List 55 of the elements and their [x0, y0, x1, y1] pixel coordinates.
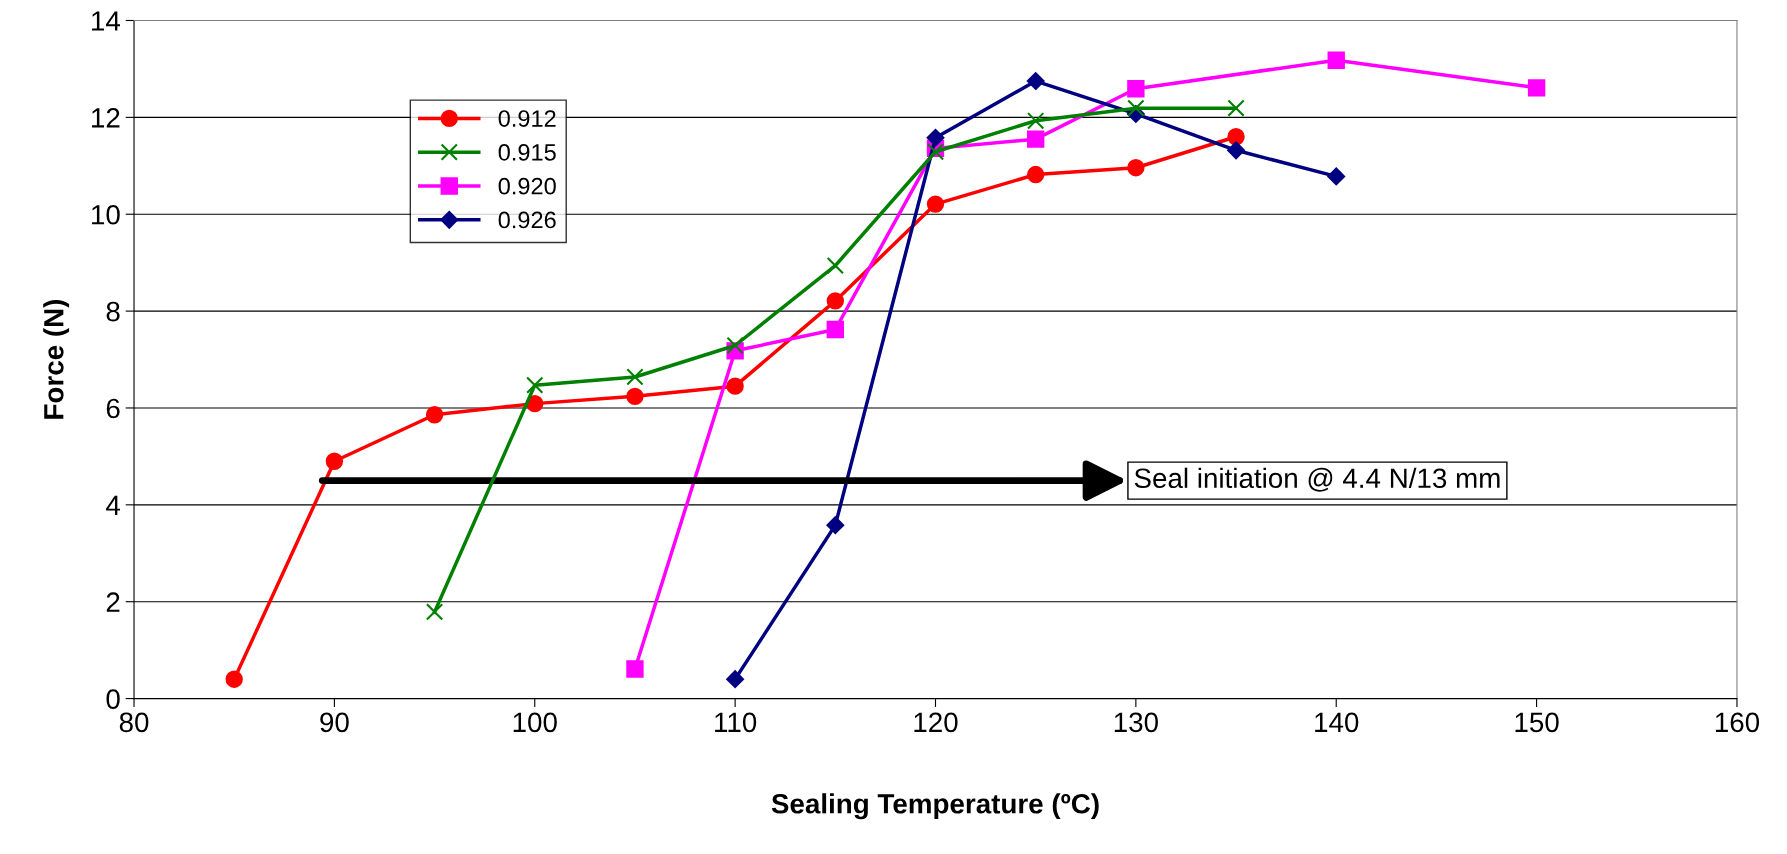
point: [726, 670, 745, 689]
y-tick-label: 6: [106, 398, 120, 419]
y-tick-label: 14: [92, 11, 121, 31]
point: [926, 195, 945, 213]
x-tick-label: 140: [1315, 712, 1359, 733]
point: [1227, 141, 1245, 160]
y-tick-label: 12: [92, 108, 120, 128]
y-tick-label: 4: [106, 495, 121, 515]
x-tick-label: 150: [1515, 712, 1559, 733]
point: [826, 516, 845, 535]
point: [225, 670, 243, 688]
x-axis-title: Sealing Temperature (ºC): [771, 793, 1099, 820]
point: [826, 256, 844, 275]
point: [926, 128, 945, 147]
x-tick-label: 160: [1715, 712, 1760, 733]
point: [425, 603, 444, 621]
point: [425, 406, 444, 424]
point: [1127, 80, 1145, 98]
y-axis-title: Force (N): [43, 299, 70, 419]
x-tick-label: 90: [320, 712, 349, 733]
point: [826, 320, 844, 339]
point: [1527, 79, 1546, 97]
annotation: Seal initiation @ 4.4 N/13 mm: [1134, 467, 1500, 492]
legend-label: 0.915: [498, 143, 556, 161]
point: [926, 143, 945, 161]
point: [726, 377, 744, 395]
x-tick-label: 100: [513, 712, 557, 733]
point: [1327, 167, 1346, 186]
point: [1327, 51, 1345, 69]
y-tick-label: 8: [106, 301, 120, 322]
point: [726, 336, 744, 355]
x-tick-label: 110: [715, 712, 757, 733]
point: [1027, 165, 1045, 184]
legend-label: 0.926: [498, 211, 556, 229]
x-tick-label: 80: [119, 712, 149, 733]
point: [626, 660, 644, 678]
y-tick-label: 2: [106, 592, 120, 612]
point: [1127, 99, 1145, 117]
point: [826, 292, 844, 310]
point: [1026, 72, 1045, 90]
point: [1227, 99, 1245, 117]
point: [1127, 159, 1145, 177]
point: [1027, 112, 1045, 130]
y-tick-label: 0: [106, 689, 120, 709]
y-tick-label: 10: [92, 204, 120, 225]
point: [1027, 130, 1045, 148]
point: [1227, 128, 1245, 146]
point: [325, 452, 344, 470]
x-tick-label: 130: [1114, 712, 1158, 733]
legend-label: 0.912: [498, 110, 556, 127]
point: [626, 387, 644, 406]
x-tick-label: 120: [914, 712, 958, 733]
legend-label: 0.920: [498, 177, 556, 195]
point: [626, 368, 644, 386]
point: [526, 376, 544, 394]
